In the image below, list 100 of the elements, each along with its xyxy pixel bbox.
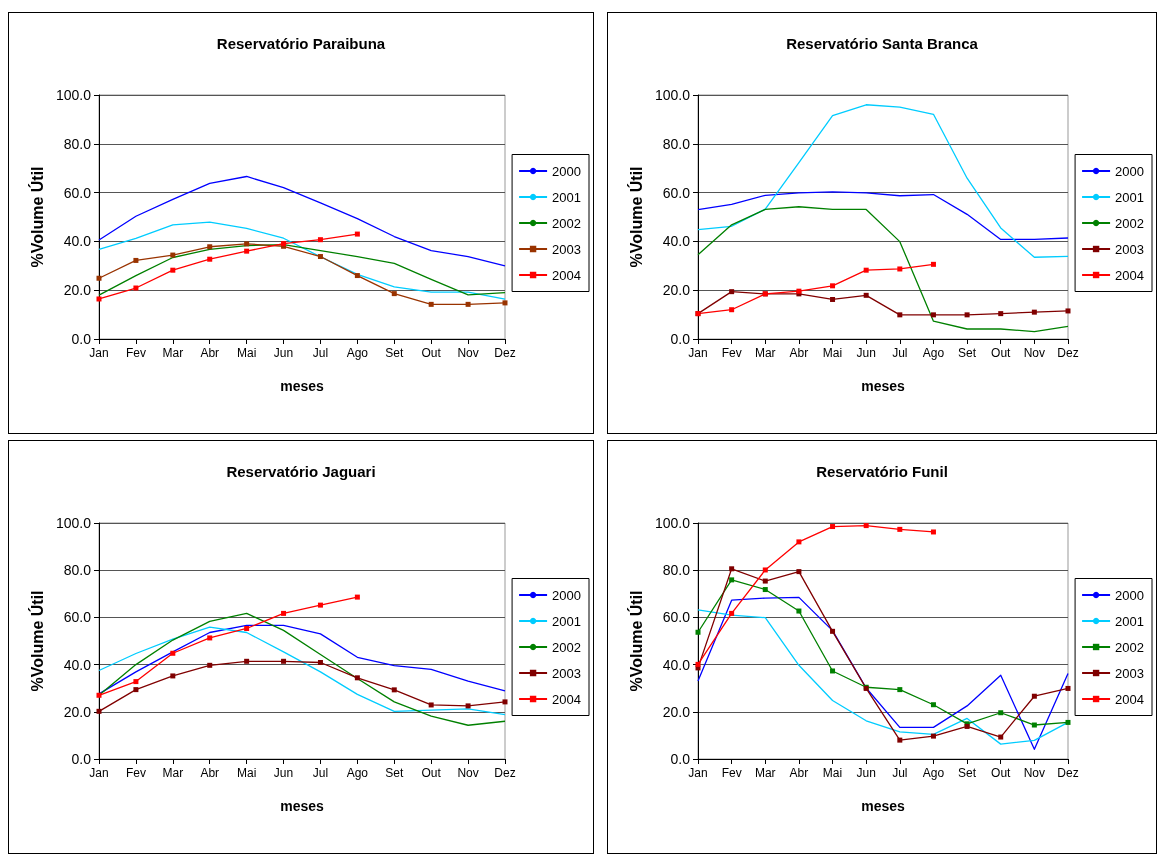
x-tick-label: Jun — [273, 346, 294, 360]
y-axis-title: %Volume Útil — [27, 166, 46, 268]
x-tick-label: Nov — [1023, 766, 1046, 780]
x-tick-label: Set — [958, 766, 977, 780]
chart-title: Reservatório Jaguari — [226, 463, 376, 480]
x-tick-label: Ago — [922, 346, 945, 360]
y-tick-label: 0.0 — [71, 751, 92, 767]
y-axis-title: %Volume Útil — [626, 166, 645, 268]
x-tick-label: Mai — [236, 346, 257, 360]
x-tick-label: Mar — [754, 766, 776, 780]
x-axis-title: meses — [861, 798, 906, 814]
y-tick-label: 20.0 — [63, 703, 92, 720]
y-tick-label: 20.0 — [662, 703, 691, 720]
x-tick-label: Jun — [273, 766, 294, 780]
x-tick-label: Mar — [754, 346, 776, 360]
x-tick-label: Nov — [1023, 346, 1046, 360]
legend-label: 2001 — [552, 189, 581, 205]
x-tick-label: Mar — [162, 346, 184, 360]
x-tick-label: Abr — [789, 346, 809, 360]
y-tick-label: 100.0 — [55, 87, 92, 103]
x-tick-label: Jan — [89, 346, 109, 360]
x-tick-label: Jan — [688, 346, 708, 360]
legend-label: 2004 — [552, 267, 581, 283]
legend-label: 2002 — [552, 639, 581, 655]
x-tick-label: Mai — [236, 766, 257, 780]
x-tick-label: Mai — [822, 346, 843, 360]
x-tick-label: Out — [421, 346, 442, 360]
legend-label: 2002 — [1115, 639, 1144, 655]
x-tick-label: Out — [991, 346, 1012, 360]
x-tick-label: Ago — [346, 766, 369, 780]
chart-title: Reservatório Funil — [816, 463, 948, 480]
legend-label: 2000 — [1115, 587, 1144, 603]
x-tick-label: Jun — [856, 766, 876, 780]
y-tick-label: 40.0 — [662, 233, 691, 250]
x-tick-label: Abr — [200, 346, 220, 360]
x-tick-label: Out — [421, 766, 442, 780]
x-tick-label: Jul — [892, 766, 908, 780]
legend-label: 2003 — [1115, 665, 1144, 681]
legend-label: 2003 — [1115, 241, 1144, 257]
x-tick-label: Mar — [162, 766, 184, 780]
y-tick-label: 40.0 — [63, 656, 92, 673]
legend-label: 2003 — [552, 665, 581, 681]
legend-label: 2001 — [1115, 613, 1144, 629]
x-tick-label: Set — [958, 346, 977, 360]
legend-label: 2001 — [552, 613, 581, 629]
y-tick-label: 20.0 — [63, 282, 92, 299]
y-tick-label: 20.0 — [662, 282, 691, 299]
chart-title: Reservatório Paraibuna — [216, 35, 386, 52]
legend-label: 2003 — [552, 241, 581, 257]
x-axis-title: meses — [861, 378, 906, 394]
y-tick-label: 60.0 — [662, 184, 691, 201]
y-tick-label: 0.0 — [670, 751, 691, 767]
x-tick-label: Abr — [789, 766, 809, 780]
x-tick-label: Nov — [457, 766, 479, 780]
y-tick-label: 60.0 — [63, 184, 92, 201]
chart-title: Reservatório Santa Branca — [786, 35, 979, 52]
y-tick-label: 100.0 — [55, 515, 92, 531]
legend-label: 2004 — [552, 691, 581, 707]
x-tick-label: Jun — [856, 346, 876, 360]
y-tick-label: 40.0 — [63, 233, 92, 250]
x-tick-label: Jan — [89, 766, 109, 780]
y-tick-label: 60.0 — [662, 609, 691, 626]
x-tick-label: Abr — [200, 766, 220, 780]
x-tick-label: Set — [385, 346, 404, 360]
x-tick-label: Jan — [688, 766, 708, 780]
y-tick-label: 80.0 — [662, 135, 691, 152]
y-tick-label: 100.0 — [654, 87, 691, 103]
x-tick-label: Jul — [892, 346, 908, 360]
legend-label: 2001 — [1115, 189, 1144, 205]
x-tick-label: Dez — [494, 766, 516, 780]
y-tick-label: 60.0 — [63, 609, 92, 626]
legend-label: 2000 — [1115, 163, 1144, 179]
x-tick-label: Nov — [457, 346, 479, 360]
x-tick-label: Fev — [721, 346, 742, 360]
y-axis-title: %Volume Útil — [27, 590, 46, 692]
y-tick-label: 0.0 — [670, 331, 691, 347]
y-tick-label: 80.0 — [63, 135, 92, 152]
x-tick-label: Dez — [494, 346, 516, 360]
x-tick-label: Dez — [1057, 766, 1079, 780]
legend-label: 2004 — [1115, 267, 1144, 283]
legend-label: 2002 — [552, 215, 581, 231]
x-tick-label: Dez — [1057, 346, 1079, 360]
y-axis-title: %Volume Útil — [626, 590, 645, 692]
x-tick-label: Out — [991, 766, 1012, 780]
x-tick-label: Ago — [346, 346, 369, 360]
x-tick-label: Set — [385, 766, 404, 780]
legend-label: 2000 — [552, 163, 581, 179]
x-tick-label: Ago — [922, 766, 945, 780]
x-tick-label: Jul — [312, 766, 329, 780]
x-axis-title: meses — [280, 798, 325, 814]
x-tick-label: Fev — [721, 766, 742, 780]
y-tick-label: 80.0 — [63, 562, 92, 579]
legend-label: 2000 — [552, 587, 581, 603]
x-tick-label: Fev — [125, 346, 146, 360]
x-tick-label: Mai — [822, 766, 843, 780]
x-tick-label: Fev — [125, 766, 146, 780]
x-tick-label: Jul — [312, 346, 329, 360]
legend-label: 2004 — [1115, 691, 1144, 707]
y-tick-label: 100.0 — [654, 515, 691, 531]
x-axis-title: meses — [280, 378, 325, 394]
